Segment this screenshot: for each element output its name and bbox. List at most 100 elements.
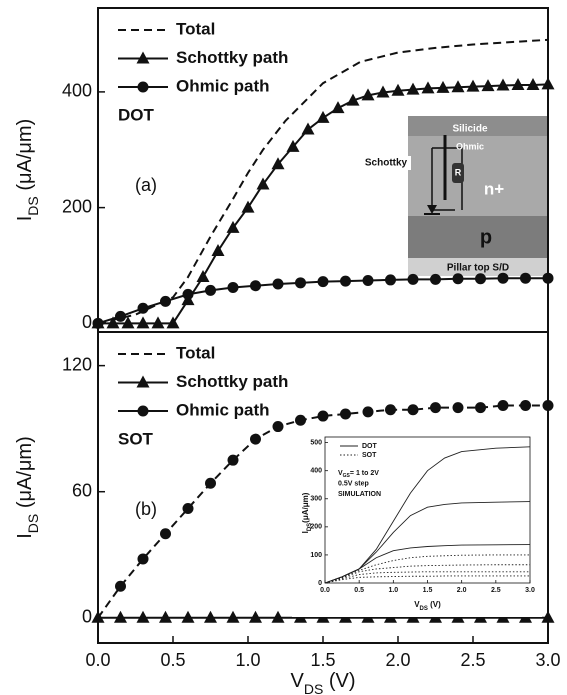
x-tick-label: 0.0 xyxy=(85,650,110,670)
circle-marker xyxy=(227,454,239,466)
circle-marker xyxy=(497,272,509,284)
triangle-marker xyxy=(196,270,210,283)
legend-label: Total xyxy=(176,343,215,362)
triangle-marker xyxy=(391,83,405,96)
y-tick-label: 400 xyxy=(310,468,322,475)
annotation-part: V xyxy=(338,470,343,477)
circle-marker xyxy=(407,273,419,285)
x-tick-label: 0.5 xyxy=(354,587,364,594)
series-line xyxy=(97,38,549,325)
x-tick-label: 2.0 xyxy=(385,650,410,670)
y-axis-label-part: (μA/μm) xyxy=(301,492,310,523)
y-axis-label-part: (μA/μm) xyxy=(14,436,36,513)
triangle-marker xyxy=(466,79,480,92)
y-axis-label-part: (μA/μm) xyxy=(14,119,36,196)
triangle-marker xyxy=(249,610,262,623)
x-tick-label: 0.0 xyxy=(320,587,330,594)
circle-marker xyxy=(137,553,149,565)
y-tick-label: 500 xyxy=(310,439,322,446)
y-axis-label-part: I xyxy=(14,216,36,222)
triangle-marker xyxy=(241,200,255,213)
circle-marker xyxy=(115,310,126,322)
triangle-marker xyxy=(91,610,105,623)
legend-label: Schottky path xyxy=(176,48,288,67)
legend-label: SOT xyxy=(362,452,377,459)
triangle-marker xyxy=(106,316,120,329)
triangle-marker xyxy=(376,85,390,98)
circle-marker xyxy=(317,276,329,288)
legend-marker xyxy=(136,51,150,64)
legend-label: Ohmic path xyxy=(176,76,270,95)
triangle-marker xyxy=(526,77,540,90)
y-tick-label: 0 xyxy=(318,580,322,587)
triangle-marker xyxy=(159,610,172,623)
triangle-marker xyxy=(541,610,555,623)
diode-symbol xyxy=(427,205,437,214)
triangle-marker xyxy=(226,220,240,233)
circle-marker xyxy=(160,295,171,307)
triangle-marker xyxy=(406,82,420,95)
triangle-marker xyxy=(421,81,435,94)
triangle-marker xyxy=(114,610,127,623)
panel-tag: SOT xyxy=(118,429,154,448)
triangle-marker xyxy=(271,157,285,170)
p-region xyxy=(408,216,548,258)
y-tick-label: 0 xyxy=(82,607,92,627)
triangle-marker xyxy=(166,316,180,329)
circle-marker xyxy=(542,400,554,412)
circle-marker xyxy=(115,580,126,592)
series-line xyxy=(97,404,548,619)
circle-marker xyxy=(475,402,486,414)
circle-marker xyxy=(250,280,261,292)
legend-marker xyxy=(137,405,149,417)
y-tick-label: 60 xyxy=(72,480,92,500)
y-axis-label: IDS (μA/μm) xyxy=(14,436,40,539)
circle-marker xyxy=(160,528,171,540)
triangle-marker xyxy=(136,316,150,329)
circle-marker xyxy=(295,414,306,426)
inset-label: Silicide xyxy=(452,124,487,135)
x-axis-label-part: (V) xyxy=(428,600,441,609)
annotation-part: 0.5V step xyxy=(338,480,369,487)
y-axis-label: IDS (μA/μm) xyxy=(14,119,40,222)
series-line xyxy=(324,571,530,584)
series-line xyxy=(324,575,530,584)
x-axis-label-part: V xyxy=(290,670,304,692)
x-tick-label: 1.0 xyxy=(235,650,260,670)
circle-marker xyxy=(92,317,104,329)
circle-marker xyxy=(542,272,554,284)
triangle-marker xyxy=(301,122,315,135)
y-tick-label: 400 xyxy=(62,81,92,101)
inset-label: n+ xyxy=(484,179,504,198)
triangle-marker xyxy=(121,316,135,329)
circle-marker xyxy=(317,410,329,422)
x-tick-label: 3.0 xyxy=(535,650,560,670)
legend-label: DOT xyxy=(362,443,378,450)
triangle-marker xyxy=(271,610,285,623)
inset-label: Schottky xyxy=(365,158,408,169)
x-tick-label: 2.5 xyxy=(491,587,501,594)
triangle-marker xyxy=(136,610,150,623)
y-axis-label-part: DS xyxy=(25,514,41,533)
annotation-part: SIMULATION xyxy=(338,491,381,498)
triangle-marker xyxy=(451,80,465,93)
x-tick-label: 1.0 xyxy=(388,587,398,594)
y-tick-label: 200 xyxy=(310,524,322,531)
triangle-marker xyxy=(541,77,555,90)
x-tick-label: 2.0 xyxy=(457,587,467,594)
x-tick-label: 1.5 xyxy=(423,587,433,594)
panel-label: (b) xyxy=(135,499,157,519)
series-line xyxy=(324,564,530,584)
legend-marker xyxy=(137,81,149,93)
triangle-marker xyxy=(361,88,375,101)
legend-label: Schottky path xyxy=(176,372,288,391)
circle-marker xyxy=(295,277,306,289)
series-line xyxy=(324,544,531,584)
annotation-part: GS xyxy=(343,473,351,479)
y-tick-label: 0 xyxy=(82,312,92,332)
circle-marker xyxy=(272,278,284,290)
silicide-region xyxy=(408,116,548,136)
y-tick-label: 120 xyxy=(62,354,92,374)
y-axis-label: IDS(μA/μm) xyxy=(301,492,312,533)
circle-marker xyxy=(205,477,216,489)
